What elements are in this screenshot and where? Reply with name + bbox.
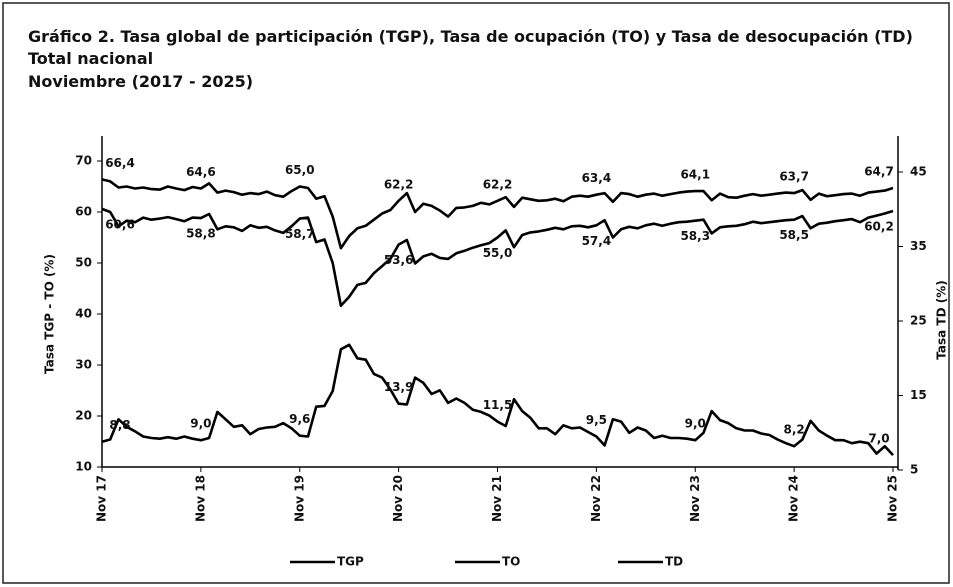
value-label: 7,0 (868, 432, 889, 446)
chart-title: Gráfico 2. Tasa global de participación … (28, 27, 913, 46)
value-label: 8,8 (109, 418, 130, 432)
value-label: 53,6 (384, 253, 414, 267)
value-label: 13,9 (384, 380, 414, 394)
series-line (101, 207, 894, 308)
value-label: 66,4 (105, 156, 135, 170)
value-label: 64,7 (864, 165, 894, 179)
value-label: 58,5 (779, 228, 809, 242)
x-tick-label: Nov 20 (391, 475, 405, 522)
y2-tick-label: 25 (910, 314, 927, 328)
value-label: 60,6 (105, 217, 135, 231)
y2-tick-label: 15 (910, 388, 927, 402)
value-label: 9,6 (289, 412, 310, 426)
value-label: 62,2 (384, 177, 414, 191)
value-label: 9,0 (685, 417, 706, 431)
value-label: 63,4 (582, 171, 612, 185)
value-label: 60,2 (864, 219, 894, 233)
value-label: 57,4 (582, 234, 612, 248)
legend-label: TD (665, 555, 683, 569)
value-label: 64,1 (680, 168, 710, 182)
y-tick-label: 30 (75, 358, 92, 372)
y-axis-title: Tasa TGP - TO (%) (43, 254, 57, 374)
x-tick-label: Nov 19 (292, 475, 306, 522)
value-label: 65,0 (285, 163, 315, 177)
value-label: 64,6 (186, 165, 216, 179)
value-label: 8,2 (783, 423, 804, 437)
x-tick-label: Nov 22 (589, 475, 603, 522)
value-label: 9,0 (190, 417, 211, 431)
x-tick-label: Nov 23 (688, 475, 702, 522)
x-tick-label: Nov 21 (490, 475, 504, 522)
y2-axis-title: Tasa TD (%) (935, 280, 949, 359)
value-label: 55,0 (483, 246, 513, 260)
legend-label: TO (502, 555, 520, 569)
legend-label: TGP (337, 555, 364, 569)
y2-tick-label: 45 (910, 165, 927, 179)
y-tick-label: 50 (75, 256, 92, 270)
value-label: 9,5 (586, 413, 607, 427)
chart-subtitle: Total nacional (28, 49, 153, 68)
y-tick-label: 10 (75, 460, 92, 474)
series-line (101, 178, 894, 250)
x-tick-label: Nov 24 (787, 475, 801, 522)
x-tick-label: Nov 25 (886, 475, 900, 522)
chart-subtitle: Noviembre (2017 - 2025) (28, 72, 253, 91)
x-tick-label: Nov 18 (193, 475, 207, 522)
value-label: 63,7 (779, 170, 809, 184)
x-tick-label: Nov 17 (95, 475, 109, 522)
value-label: 11,5 (483, 398, 513, 412)
y-tick-label: 60 (75, 205, 92, 219)
y-tick-label: 40 (75, 307, 92, 321)
value-label: 58,8 (186, 227, 216, 241)
value-label: 58,7 (285, 227, 315, 241)
y2-tick-label: 35 (910, 239, 927, 253)
y2-tick-label: 5 (910, 463, 918, 477)
value-label: 58,3 (680, 229, 710, 243)
y-tick-label: 20 (75, 409, 92, 423)
value-label: 62,2 (483, 177, 513, 191)
series-line (101, 343, 894, 456)
y-tick-label: 70 (75, 154, 92, 168)
